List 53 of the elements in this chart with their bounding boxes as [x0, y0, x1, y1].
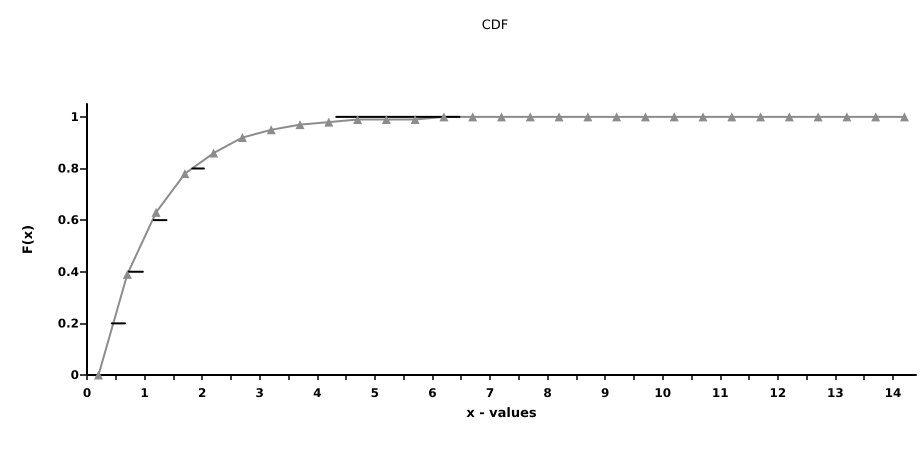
y-axis-title: F(x): [21, 224, 36, 254]
point: [612, 112, 622, 122]
point: [871, 112, 880, 122]
x-tick-label: 13: [827, 386, 844, 400]
chart-title: CDF: [482, 18, 508, 33]
point: [353, 114, 362, 124]
y-tick-label: 0: [70, 368, 79, 382]
point: [756, 112, 766, 122]
x-tick-label: 14: [884, 386, 902, 400]
y-tick-label: 1: [70, 110, 79, 124]
y-tick-label: 0.2: [58, 316, 79, 330]
point: [180, 169, 190, 178]
y-tick-label: 0.4: [58, 264, 79, 279]
point: [727, 112, 736, 122]
point: [900, 112, 909, 122]
point: [324, 118, 334, 127]
point: [122, 270, 132, 279]
x-tick-label: 5: [370, 386, 380, 400]
point: [439, 112, 448, 122]
point: [814, 112, 823, 122]
point: [382, 114, 391, 124]
x-tick-label: 0: [82, 386, 92, 400]
point: [583, 112, 592, 122]
point: [497, 112, 506, 122]
point: [94, 370, 104, 380]
x-tick-label: 8: [543, 386, 552, 400]
x-tick-label: 10: [654, 386, 672, 400]
x-axis-title: x - values: [466, 406, 537, 421]
x-tick-label: 2: [198, 386, 206, 400]
point: [640, 112, 650, 122]
x-tick-label: 11: [712, 386, 729, 400]
point: [209, 148, 218, 158]
x-tick-label: 9: [600, 386, 610, 400]
point: [698, 112, 708, 122]
point: [238, 133, 247, 142]
x-tick-label: 12: [769, 386, 786, 400]
point: [266, 125, 276, 134]
point: [152, 208, 161, 217]
x-tick-label: 3: [256, 386, 264, 400]
x-tick-label: 7: [486, 386, 494, 400]
y-tick-label: 0.6: [58, 213, 79, 228]
point: [526, 112, 535, 122]
point: [468, 112, 478, 122]
x-tick-label: 1: [140, 386, 149, 400]
point: [410, 114, 420, 124]
point: [670, 112, 679, 122]
point: [784, 112, 794, 122]
point: [554, 112, 564, 122]
point: [842, 112, 852, 122]
y-tick-label: 0.8: [58, 162, 79, 176]
x-tick-label: 6: [428, 386, 437, 400]
x-tick-label: 4: [313, 386, 322, 400]
point: [296, 120, 305, 130]
